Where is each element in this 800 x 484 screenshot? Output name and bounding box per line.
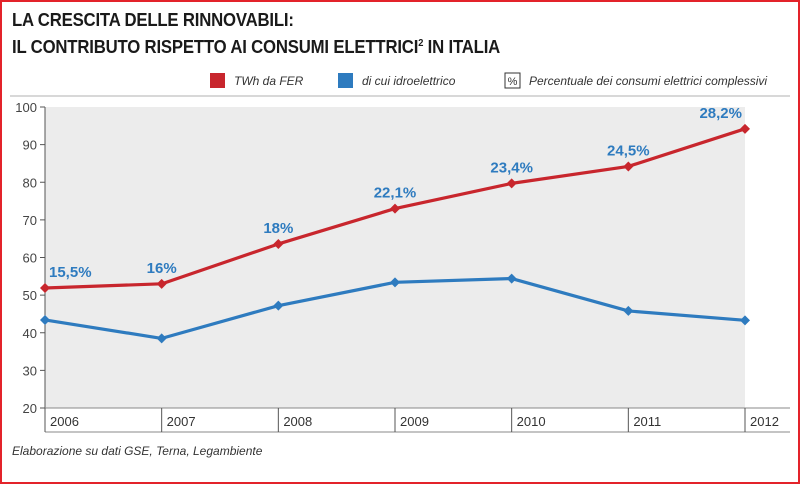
x-tick-label: 2010 xyxy=(517,414,546,429)
series-1-point xyxy=(40,282,50,293)
series-1-point xyxy=(740,123,750,134)
legend-marker-percent xyxy=(504,72,521,89)
y-tick-label: 50 xyxy=(23,288,37,303)
y-tick-label: 20 xyxy=(23,401,37,416)
x-tick-label: 2012 xyxy=(750,414,779,429)
legend-label-3: Percentuale dei consumi elettrici comple… xyxy=(529,74,767,88)
plot-area xyxy=(45,107,745,408)
x-tick-label: 2009 xyxy=(400,414,429,429)
series-1-point xyxy=(623,161,634,172)
data-label: 23,4% xyxy=(490,159,533,176)
y-tick-label: 100 xyxy=(15,100,37,115)
x-tick-label: 2007 xyxy=(167,414,196,429)
series-1-point xyxy=(390,203,400,214)
y-tick-label: 60 xyxy=(23,251,37,266)
series-1-point xyxy=(273,238,284,249)
legend-label-2: di cui idroelettrico xyxy=(362,74,456,88)
x-tick-label: 2011 xyxy=(633,414,661,429)
series-1-point xyxy=(506,178,517,189)
y-tick-label: 70 xyxy=(23,213,37,228)
series-2-point xyxy=(390,277,400,288)
series-2-point xyxy=(156,333,167,344)
legend-percent-symbol: % xyxy=(508,76,518,88)
data-label: 28,2% xyxy=(699,105,742,122)
series-2-point xyxy=(40,314,50,325)
data-label: 16% xyxy=(147,260,177,277)
x-tick-label: 2006 xyxy=(50,414,79,429)
legend-label-1: TWh da FER xyxy=(234,74,304,88)
series-2-point xyxy=(740,315,750,326)
series-2-point xyxy=(273,300,284,311)
y-tick-label: 30 xyxy=(23,363,37,378)
y-tick-label: 90 xyxy=(23,138,37,153)
title-line2-end: IN ITALIA xyxy=(423,37,501,57)
series-2-point xyxy=(506,273,517,284)
title-line2-text: IL CONTRIBUTO RISPETTO AI CONSUMI ELETTR… xyxy=(12,37,419,57)
data-label: 22,1% xyxy=(374,185,417,202)
y-tick-label: 80 xyxy=(23,175,37,190)
title-superscript: 2 xyxy=(418,38,424,49)
legend-marker-2 xyxy=(338,73,353,88)
chart-title-line2: IL CONTRIBUTO RISPETTO AI CONSUMI ELETTR… xyxy=(12,37,500,58)
x-tick-label: 2008 xyxy=(283,414,312,429)
source-note: Elaborazione su dati GSE, Terna, Legambi… xyxy=(12,444,263,458)
chart-title-line1: LA CRESCITA DELLE RINNOVABILI: xyxy=(12,10,294,30)
y-tick-label: 40 xyxy=(23,326,37,341)
data-label: 24,5% xyxy=(607,142,650,159)
series-1-point xyxy=(156,278,167,289)
series-2-point xyxy=(623,305,634,316)
data-label: 18% xyxy=(263,220,293,237)
data-label: 15,5% xyxy=(49,264,92,281)
legend-marker-1 xyxy=(210,73,225,88)
